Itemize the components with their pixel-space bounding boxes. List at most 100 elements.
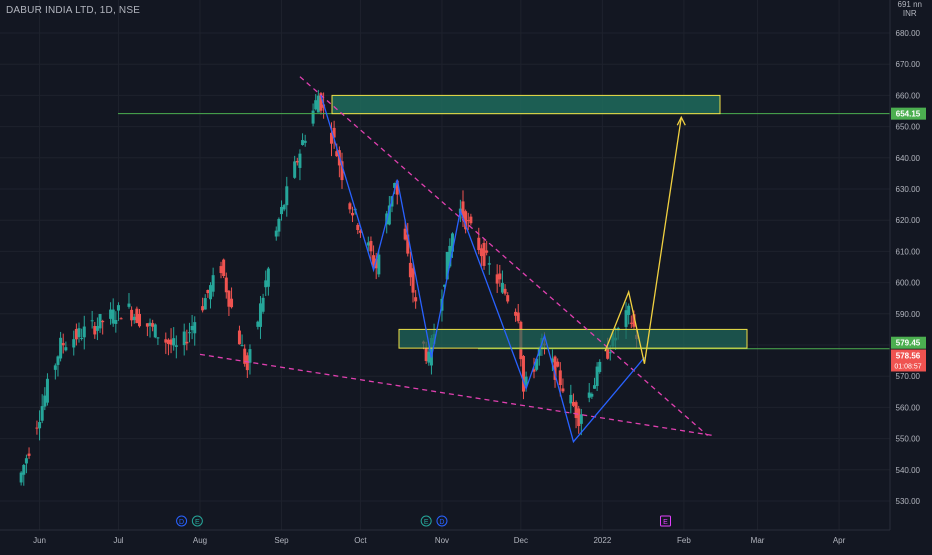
candle-body xyxy=(130,309,134,321)
candle-body xyxy=(98,313,102,329)
candle-body xyxy=(500,282,504,293)
candle-body xyxy=(298,153,302,168)
lower-trendline xyxy=(199,353,713,437)
candle-body xyxy=(245,355,249,371)
candle-body xyxy=(135,308,139,324)
candle-body xyxy=(93,326,97,335)
candle-body xyxy=(35,427,39,429)
candle-body xyxy=(119,318,123,320)
candle-body xyxy=(535,358,539,370)
price-tick-label: 660.00 xyxy=(896,91,921,100)
time-tick-label: Feb xyxy=(677,536,691,545)
candle-body xyxy=(256,321,260,327)
candle-body xyxy=(280,206,284,215)
candle-body xyxy=(145,323,149,327)
candle-body xyxy=(72,339,76,348)
candle-body xyxy=(219,266,223,274)
candle-body xyxy=(598,361,602,372)
candle-body xyxy=(53,365,57,370)
candle-body xyxy=(274,230,278,237)
time-axis[interactable]: Jun Jul Aug Sep Oct Nov Dec 2022 Feb Mar Apr xyxy=(33,536,846,545)
candle-body xyxy=(377,254,381,275)
candle-body xyxy=(19,472,23,483)
candle-body xyxy=(329,132,333,144)
candle-body xyxy=(261,297,265,312)
price-tick-label: 610.00 xyxy=(896,247,921,256)
candle-body xyxy=(164,339,168,343)
time-tick-label: Apr xyxy=(833,536,846,545)
candle-body xyxy=(632,314,636,327)
currency-line-2: INR xyxy=(902,9,917,18)
candle-body xyxy=(319,93,323,111)
candle-body xyxy=(201,306,205,311)
candle-body xyxy=(193,322,197,334)
candle-body xyxy=(56,356,60,365)
candle-body xyxy=(448,245,452,267)
candle-body xyxy=(406,234,410,254)
candle-body xyxy=(356,224,360,230)
candle-body xyxy=(114,320,118,324)
candle-body xyxy=(469,216,473,224)
candle-body xyxy=(80,337,84,339)
candle-body xyxy=(629,322,633,324)
candle-body xyxy=(466,220,470,222)
candle-body xyxy=(332,127,336,138)
price-tick-label: 600.00 xyxy=(896,279,921,288)
candle-body xyxy=(74,328,78,340)
candle-body xyxy=(445,251,449,280)
price-tick-label: 670.00 xyxy=(896,60,921,69)
candle-body xyxy=(264,280,268,288)
candle-body xyxy=(592,385,596,389)
candle-body xyxy=(282,205,286,210)
candle-body xyxy=(335,151,339,157)
candle-body xyxy=(395,180,399,195)
candle-body xyxy=(556,361,560,367)
candle-body xyxy=(190,325,194,331)
price-tick-label: 630.00 xyxy=(896,185,921,194)
candle-body xyxy=(574,402,578,418)
candle-body xyxy=(240,345,244,347)
candle-body xyxy=(27,453,31,456)
candle-body xyxy=(358,230,362,233)
currency-line-1: 691 nn xyxy=(897,0,922,9)
candle-body xyxy=(561,388,565,392)
projection-path xyxy=(604,117,682,364)
candle-body xyxy=(427,351,431,363)
price-tick-label: 640.00 xyxy=(896,154,921,163)
price-tick-label: 560.00 xyxy=(896,403,921,412)
candle-body xyxy=(243,348,247,364)
candle-body xyxy=(40,406,44,421)
candle-body xyxy=(258,303,262,327)
event-marker-label: E xyxy=(424,519,429,526)
candle-body xyxy=(477,237,481,251)
price-tick-label: 590.00 xyxy=(896,310,921,319)
dividend-marker xyxy=(176,515,188,527)
candle-body xyxy=(485,250,489,253)
candle-body xyxy=(185,341,189,344)
candle-body xyxy=(314,100,318,110)
candle-body xyxy=(479,248,483,257)
time-tick-label: Oct xyxy=(354,536,367,545)
candle-body xyxy=(372,255,376,266)
candle-body xyxy=(411,268,415,293)
level-price-badge: 579.45 xyxy=(896,339,921,348)
candle-body xyxy=(577,408,581,427)
candle-body xyxy=(172,338,176,346)
countdown-badge: 01:08:57 xyxy=(894,363,921,370)
candle-body xyxy=(569,394,573,404)
candle-body xyxy=(316,95,320,113)
candle-body xyxy=(116,305,120,311)
level-price-badge-bg xyxy=(891,336,926,349)
candle-body xyxy=(109,309,113,319)
price-tick-label: 530.00 xyxy=(896,497,921,506)
candle-body xyxy=(450,233,454,252)
candle-body xyxy=(408,262,412,278)
candle-body xyxy=(277,218,281,232)
candle-body xyxy=(506,295,510,302)
candle-body xyxy=(487,263,491,265)
candle-body xyxy=(464,211,468,230)
target-price-badge: 654.15 xyxy=(896,110,921,119)
